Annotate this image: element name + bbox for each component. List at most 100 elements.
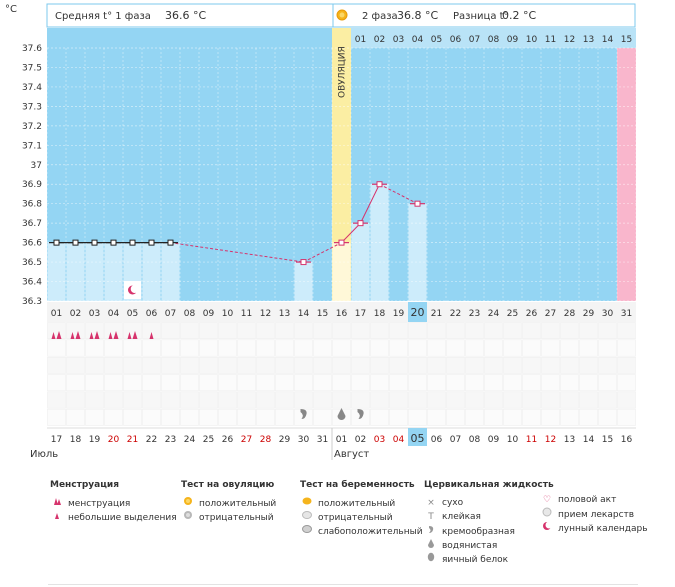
post-ovulation-day-label: 03 [393,35,404,45]
observation-cell [199,408,218,426]
bbt-chart: °C Средняя t° 1 фаза 36.6 °C 2 фаза 36.8… [5,3,637,460]
y-tick-label: 37.4 [22,83,42,93]
observation-cell [256,322,275,340]
y-tick-label: 37.6 [22,44,42,54]
observation-cell [237,356,256,374]
observation-cell [237,322,256,340]
temperature-bar [47,242,66,301]
observation-cell [294,374,313,392]
observation-cell [617,408,636,426]
temperature-point [91,239,98,246]
observation-cell [408,391,427,409]
cycle-day-label: 12 [260,309,271,319]
sun-icon [336,9,348,21]
temperature-line-segment [360,184,380,224]
observation-cell [427,339,446,357]
date-label: 27 [241,435,252,445]
observation-cell [275,322,294,340]
observation-cell [104,408,123,426]
post-ovulation-day-label: 04 [412,35,424,45]
observation-cell [218,408,237,426]
observation-cell [256,374,275,392]
post-ovulation-day-label: 02 [374,35,385,45]
menstruation-heavy-icon [70,331,81,339]
observation-cell [579,339,598,357]
date-label: 23 [165,435,176,445]
observation-cell [408,374,427,392]
legend-item: яичный белок [424,552,554,566]
cycle-day-label: 05 [127,309,138,319]
observation-cell [161,356,180,374]
observation-cell [541,339,560,357]
observation-cell [199,322,218,340]
observation-cell [180,391,199,409]
observation-cell [598,339,617,357]
pill-icon [540,507,554,522]
observation-cell [351,356,370,374]
observation-cell [427,374,446,392]
diff-value: 0.2 °C [502,9,536,22]
observation-cell [218,339,237,357]
observation-cell [484,356,503,374]
cycle-day-label: 26 [526,309,538,319]
observation-cell [275,374,294,392]
observation-cell [541,322,560,340]
observation-cell [446,408,465,426]
observation-cell [66,374,85,392]
cycle-day-label: 15 [317,309,328,319]
observation-cell [313,356,332,374]
cycle-day-label: 29 [583,309,595,319]
y-tick-label: 36.9 [22,180,42,190]
temperature-point [357,220,364,227]
temperature-point [129,239,136,246]
menstruation-heavy-icon [89,331,100,339]
observation-cell [85,339,104,357]
observation-cell [370,408,389,426]
observation-cell [522,322,541,340]
observation-cell [408,408,427,426]
observation-cell [465,374,484,392]
observation-cell [275,391,294,409]
observation-cell [66,356,85,374]
date-label: 16 [621,435,633,445]
legend-item: прием лекарств [540,507,648,521]
observation-cell [351,391,370,409]
observation-cell [446,374,465,392]
observation-cell [598,356,617,374]
observation-cell [313,374,332,392]
temperature-line-segment [341,222,361,243]
observation-cell [237,374,256,392]
observation-rows: 01 02 03 04 05 06 07 08 09 10 11 12 13 14 15 16 17 18 19 20… [30,302,636,460]
observation-cell [598,322,617,340]
date-label: 09 [488,435,500,445]
legend-title: Тест на беременность [300,480,415,490]
observation-cell [370,374,389,392]
temperature-line-segment [303,242,342,263]
observation-cell [66,339,85,357]
observation-cell [180,374,199,392]
observation-cell [104,339,123,357]
temperature-point [72,239,79,246]
current-date-cell [408,428,427,446]
observation-cell [123,339,142,357]
temperature-point [376,181,383,188]
phase1-label: Средняя t° 1 фаза [55,11,151,22]
legend-title: Менструация [50,480,119,490]
observation-cell [370,339,389,357]
observation-cell [256,408,275,426]
observation-cell [161,408,180,426]
observation-cell [598,391,617,409]
cycle-day-label: 04 [108,309,120,319]
observation-cell [85,322,104,340]
menstruation-light-icon [149,332,154,339]
observation-cell [389,374,408,392]
post-ovulation-day-label: 06 [450,35,462,45]
diff-label: Разница t° [453,11,509,22]
observation-cell [579,374,598,392]
date-label: 22 [146,435,157,445]
observation-cell [47,322,66,340]
legend-item: положительный [300,496,423,510]
legend-item: отрицательный [181,510,276,524]
drop-light-icon [50,510,64,525]
observation-cell [142,356,161,374]
